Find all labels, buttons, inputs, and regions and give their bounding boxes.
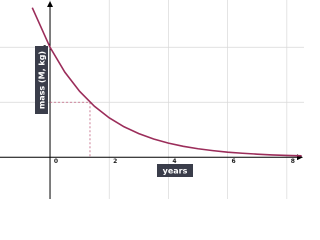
x-tick-label: 4 — [172, 158, 176, 165]
x-tick-label: 6 — [232, 158, 236, 165]
x-axis-label: years — [163, 167, 188, 176]
x-tick-label: 8 — [291, 158, 295, 165]
y-axis-label: mass (M, kg) — [38, 51, 47, 109]
label-bg — [35, 46, 48, 114]
curve — [31, 7, 302, 157]
x-tick-label: 2 — [113, 158, 117, 165]
x-axis-label-box: years — [157, 164, 193, 177]
y-axis-label-box: mass (M, kg) — [35, 46, 48, 114]
half-life-guide — [50, 101, 91, 158]
chart: 024680.51yearsmass (M, kg) — [0, 0, 304, 199]
label-bg — [157, 164, 193, 177]
page: {"chart_data": {"type": "line", "x_label… — [0, 0, 304, 199]
x-tick-label: 0 — [54, 158, 58, 165]
